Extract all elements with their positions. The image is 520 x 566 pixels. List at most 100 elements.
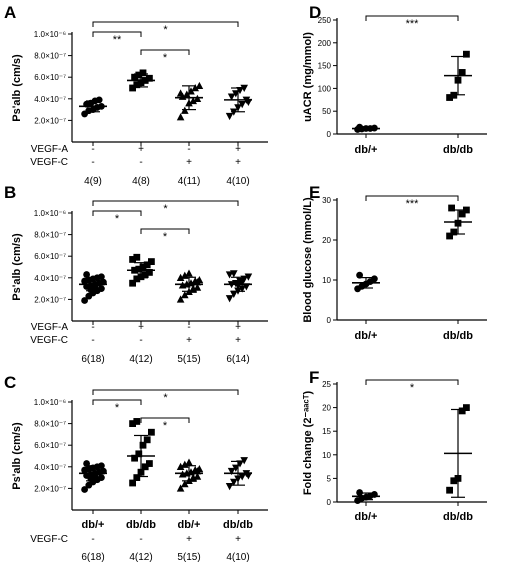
- data-point: [81, 486, 88, 493]
- condition-value: -: [187, 144, 190, 155]
- data-point: [185, 269, 193, 277]
- y-axis-label: uACR (mg/mmol): [302, 32, 314, 122]
- data-group: [224, 84, 253, 121]
- data-point: [189, 473, 197, 481]
- data-point: [181, 106, 189, 114]
- category-label: db/db: [223, 519, 253, 531]
- y-tick-label: 20: [322, 404, 331, 413]
- panel-letter: C: [4, 373, 16, 392]
- y-tick-label: 20: [322, 236, 331, 245]
- data-group: [175, 81, 204, 121]
- data-point: [356, 271, 363, 279]
- data-point: [238, 285, 246, 293]
- data-point: [191, 84, 199, 92]
- panel-e: E 0 10 20 30 Blood glucose (mmol/L) db/+ db/db *…: [302, 183, 487, 342]
- data-group: [127, 418, 155, 487]
- significance-label: ***: [406, 198, 420, 210]
- condition-value: -: [91, 335, 94, 346]
- y-tick-label: 15: [322, 427, 331, 436]
- sample-size-label: 4(12): [129, 354, 152, 365]
- y-tick-label: 1.0×10⁻⁶: [34, 398, 66, 407]
- significance-bracket: [92, 389, 239, 395]
- significance-bracket: [140, 49, 190, 55]
- y-axis-label: Ps'alb (cm/s): [11, 54, 23, 122]
- y-tick-label: 50: [322, 107, 331, 116]
- sample-size-label: 4(12): [129, 552, 152, 563]
- condition-value: -: [91, 322, 94, 333]
- category-label: db/db: [126, 519, 156, 531]
- y-tick-label: 8.0×10⁻⁷: [34, 420, 66, 429]
- y-tick-label: 5: [327, 474, 332, 483]
- data-point: [230, 290, 238, 298]
- sample-size-label: 6(14): [226, 354, 249, 365]
- data-point: [225, 483, 234, 491]
- y-tick-label: 2.0×10⁻⁷: [34, 116, 66, 125]
- data-point: [135, 265, 143, 273]
- y-tick-label: 0: [327, 498, 332, 507]
- data-group: [175, 458, 204, 492]
- data-group: [352, 271, 380, 293]
- data-point: [189, 284, 197, 292]
- data-point: [143, 436, 151, 444]
- data-point: [135, 450, 143, 458]
- significance-label: **: [113, 34, 122, 46]
- data-point: [189, 96, 197, 105]
- panel-b: B 2.0×10⁻⁷ 4.0×10⁻⁷ 6.0×10⁻⁷ 8.0×10⁻⁷ 1.0×10⁻…: [4, 183, 268, 365]
- data-point: [139, 441, 147, 449]
- significance-label: *: [163, 392, 168, 404]
- data-point: [193, 283, 202, 291]
- data-point: [446, 94, 453, 101]
- panel-f: F 0 5 10 15 20 25 Fold change (2⁻ᵃᵃᶜᵀ) db/+ db/db…: [302, 368, 487, 523]
- sample-size-label: 4(10): [226, 176, 249, 187]
- data-point: [448, 204, 455, 212]
- sample-size-label: 5(15): [177, 354, 200, 365]
- data-point: [225, 112, 234, 121]
- y-tick-label: 1.0×10⁻⁶: [34, 30, 66, 39]
- significance-bracket: [92, 210, 142, 216]
- data-point: [146, 460, 153, 467]
- category-label: db/db: [443, 144, 473, 156]
- y-tick-label: 6.0×10⁻⁷: [34, 73, 66, 82]
- y-tick-label: 2.0×10⁻⁷: [34, 295, 66, 304]
- y-tick-label: 0: [327, 130, 332, 139]
- significance-label: *: [115, 402, 120, 414]
- panel-letter: E: [309, 183, 320, 202]
- data-point: [371, 275, 378, 283]
- panel-letter: F: [309, 368, 319, 387]
- significance-label: *: [163, 52, 168, 64]
- category-label: db/+: [355, 144, 378, 156]
- data-group: [352, 123, 380, 133]
- data-point: [238, 101, 246, 109]
- y-tick-label: 250: [318, 16, 332, 25]
- data-group: [224, 270, 253, 303]
- y-tick-label: 4.0×10⁻⁷: [34, 95, 66, 104]
- data-group: [79, 96, 107, 118]
- data-group: [444, 404, 472, 498]
- panel-letter: D: [309, 3, 321, 22]
- y-tick-label: 0: [327, 316, 332, 325]
- data-point: [133, 253, 141, 261]
- data-point: [98, 273, 105, 281]
- y-axis-label: Ps'alb (cm/s): [11, 422, 23, 490]
- y-tick-label: 1.0×10⁻⁶: [34, 209, 66, 218]
- condition-label: VEGF-A: [31, 322, 69, 333]
- y-tick-label: 200: [318, 39, 332, 48]
- significance-bracket: [365, 379, 459, 385]
- y-tick-label: 4.0×10⁻⁷: [34, 463, 66, 472]
- condition-label: VEGF-A: [31, 144, 69, 155]
- data-point: [176, 89, 185, 97]
- data-point: [458, 407, 466, 415]
- significance-label: *: [410, 382, 415, 394]
- significance-bracket: [92, 399, 142, 405]
- condition-label: VEGF-C: [30, 534, 68, 545]
- y-axis-label: Ps'alb (cm/s): [11, 233, 23, 301]
- data-point: [129, 84, 136, 92]
- data-point: [227, 93, 236, 101]
- data-point: [146, 269, 153, 276]
- data-point: [83, 271, 90, 278]
- significance-label: *: [163, 203, 168, 215]
- y-tick-label: 6.0×10⁻⁷: [34, 252, 66, 261]
- y-tick-label: 30: [322, 196, 331, 205]
- data-group: [352, 489, 380, 504]
